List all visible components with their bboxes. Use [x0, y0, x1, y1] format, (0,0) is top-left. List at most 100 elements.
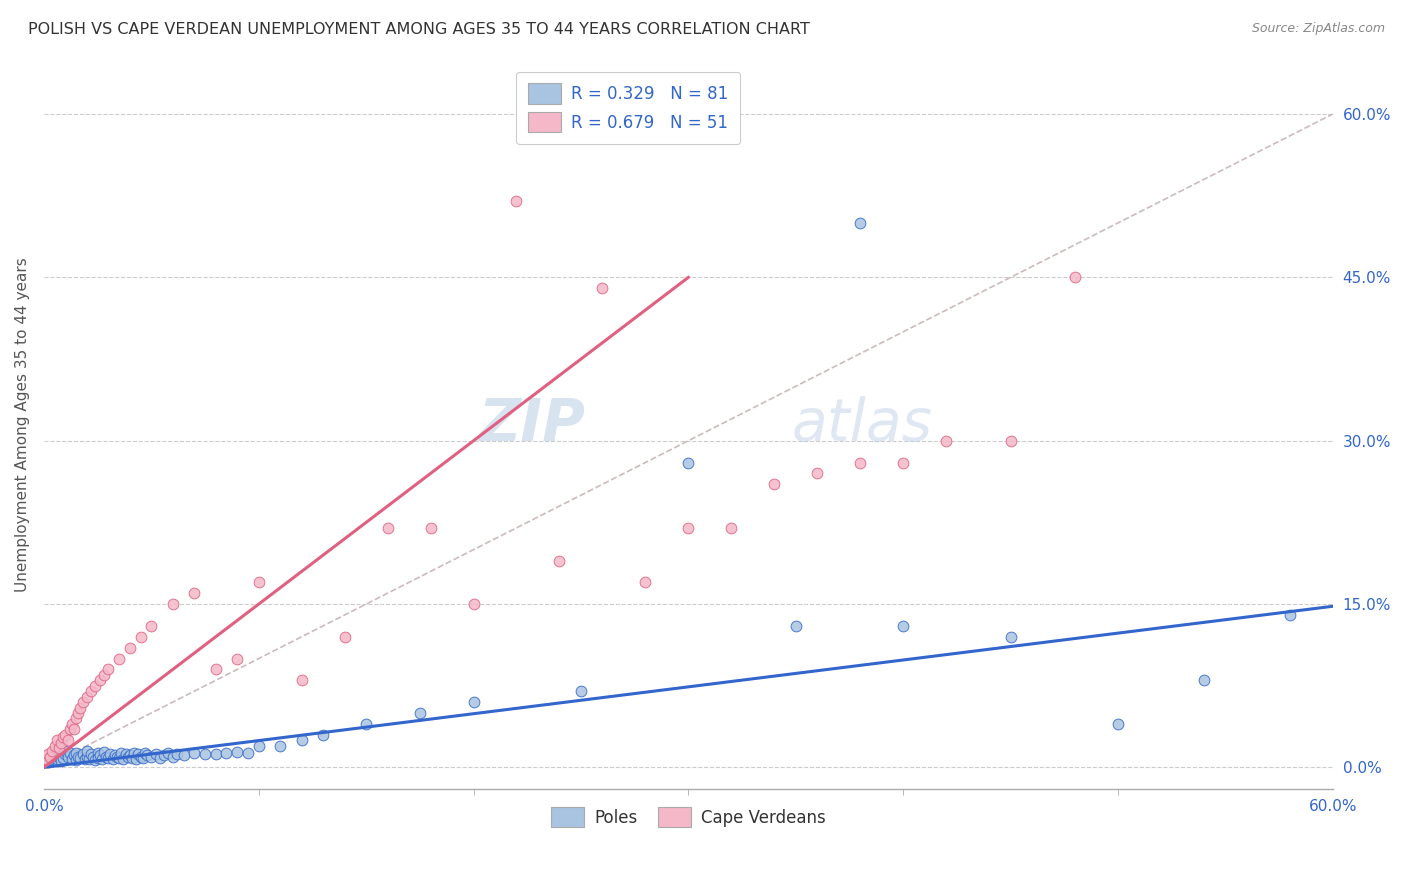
Point	[41, 744, 63, 758]
Point	[53, 728, 76, 742]
Point	[56, 749, 79, 764]
Point	[806, 467, 828, 481]
Point	[849, 216, 872, 230]
Point	[678, 456, 700, 470]
Point	[45, 752, 67, 766]
Point	[463, 695, 485, 709]
Point	[763, 477, 786, 491]
Point	[112, 752, 135, 766]
Point	[1064, 270, 1087, 285]
Point	[86, 746, 108, 760]
Point	[463, 597, 485, 611]
Point	[377, 521, 399, 535]
Point	[141, 749, 163, 764]
Point	[166, 747, 188, 762]
Point	[1192, 673, 1215, 688]
Point	[101, 752, 124, 766]
Point	[48, 749, 70, 764]
Point	[678, 521, 700, 535]
Point	[76, 749, 98, 764]
Point	[215, 746, 238, 760]
Point	[80, 684, 103, 698]
Point	[96, 749, 118, 764]
Point	[129, 749, 152, 764]
Point	[204, 747, 226, 762]
Point	[634, 575, 657, 590]
Point	[53, 744, 76, 758]
Point	[247, 575, 270, 590]
Point	[226, 651, 249, 665]
Point	[53, 747, 76, 762]
Point	[45, 733, 67, 747]
Point	[59, 746, 82, 760]
Point	[720, 521, 742, 535]
Point	[89, 748, 111, 763]
Point	[129, 630, 152, 644]
Point	[121, 750, 143, 764]
Point	[891, 456, 914, 470]
Point	[52, 750, 75, 764]
Point	[56, 733, 79, 747]
Point	[409, 706, 432, 720]
Point	[72, 747, 94, 762]
Point	[104, 748, 127, 763]
Point	[149, 750, 172, 764]
Point	[131, 750, 153, 764]
Point	[118, 640, 141, 655]
Point	[60, 717, 83, 731]
Point	[183, 746, 205, 760]
Point	[97, 662, 120, 676]
Point	[226, 745, 249, 759]
Point	[39, 749, 62, 764]
Point	[141, 619, 163, 633]
Point	[935, 434, 957, 448]
Point	[44, 747, 66, 762]
Point	[136, 748, 159, 763]
Point	[67, 706, 90, 720]
Point	[89, 673, 111, 688]
Point	[105, 749, 128, 764]
Point	[37, 747, 59, 762]
Point	[97, 750, 120, 764]
Point	[162, 749, 184, 764]
Point	[1107, 717, 1129, 731]
Point	[72, 695, 94, 709]
Point	[110, 746, 132, 760]
Point	[1000, 434, 1022, 448]
Point	[505, 194, 527, 209]
Text: Source: ZipAtlas.com: Source: ZipAtlas.com	[1251, 22, 1385, 36]
Text: ZIP: ZIP	[478, 396, 585, 453]
Point	[69, 700, 91, 714]
Point	[84, 753, 107, 767]
Point	[65, 711, 87, 725]
Point	[108, 750, 131, 764]
Point	[49, 737, 72, 751]
Point	[117, 749, 139, 764]
Point	[76, 690, 98, 704]
Point	[52, 730, 75, 744]
Point	[569, 684, 592, 698]
Point	[312, 728, 335, 742]
Point	[76, 744, 98, 758]
Point	[122, 746, 145, 760]
Point	[73, 752, 96, 766]
Point	[93, 668, 115, 682]
Point	[548, 553, 571, 567]
Point	[108, 651, 131, 665]
Point	[82, 749, 104, 764]
Point	[183, 586, 205, 600]
Point	[114, 747, 136, 762]
Point	[153, 748, 176, 763]
Point	[67, 749, 90, 764]
Point	[269, 739, 291, 753]
Point	[125, 752, 148, 766]
Point	[162, 597, 184, 611]
Point	[48, 740, 70, 755]
Point	[39, 752, 62, 766]
Point	[157, 746, 180, 760]
Point	[118, 748, 141, 763]
Point	[65, 753, 87, 767]
Point	[49, 754, 72, 768]
Point	[69, 750, 91, 764]
Point	[65, 746, 87, 760]
